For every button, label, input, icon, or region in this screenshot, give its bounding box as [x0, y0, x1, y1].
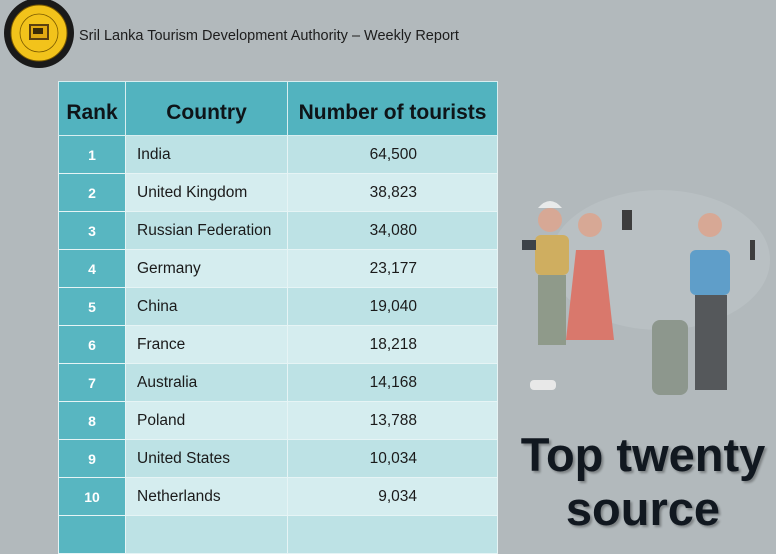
tourists-cell: 9,034: [287, 477, 498, 516]
table-row: 4 Germany 23,177: [58, 249, 498, 288]
rank-cell: 10: [58, 477, 126, 516]
tourists-cell: 10,034: [287, 439, 498, 478]
rank-cell: 1: [58, 135, 126, 174]
country-cell: India: [125, 135, 288, 174]
rank-cell: 5: [58, 287, 126, 326]
table-row: [58, 515, 498, 554]
column-header-rank: Rank: [58, 81, 126, 136]
rank-cell: 4: [58, 249, 126, 288]
top-source-countries-table: Rank Country Number of tourists 1 India 64…: [58, 81, 498, 554]
column-header-tourists: Number of tourists: [287, 81, 498, 136]
tourists-cell: 38,823: [287, 173, 498, 212]
rank-cell: 2: [58, 173, 126, 212]
table-row: 9 United States 10,034: [58, 439, 498, 478]
table-row: 1 India 64,500: [58, 135, 498, 174]
travelers-illustration: [522, 190, 770, 395]
table-row: 10 Netherlands 9,034: [58, 477, 498, 516]
rank-cell: 3: [58, 211, 126, 250]
headline-line-2: source: [565, 482, 721, 535]
tourists-cell: 64,500: [287, 135, 498, 174]
column-header-country: Country: [125, 81, 288, 136]
country-cell: United States: [125, 439, 288, 478]
tourists-cell: 23,177: [287, 249, 498, 288]
rank-cell: 6: [58, 325, 126, 364]
sltda-logo: [4, 0, 74, 68]
country-cell: Australia: [125, 363, 288, 402]
table-row: 3 Russian Federation 34,080: [58, 211, 498, 250]
tourists-cell: 18,218: [287, 325, 498, 364]
headline-line-1: Top twenty: [520, 428, 766, 481]
tourists-cell: 13,788: [287, 401, 498, 440]
tourists-cell: 19,040: [287, 287, 498, 326]
country-cell: France: [125, 325, 288, 364]
report-title: Sril Lanka Tourism Development Authority…: [79, 28, 459, 44]
country-cell: Netherlands: [125, 477, 288, 516]
table-header-row: Rank Country Number of tourists: [58, 81, 498, 136]
table-row: 5 China 19,040: [58, 287, 498, 326]
rank-cell: 8: [58, 401, 126, 440]
tourists-cell: [287, 515, 498, 554]
rank-cell: 9: [58, 439, 126, 478]
table-row: 2 United Kingdom 38,823: [58, 173, 498, 212]
country-cell: United Kingdom: [125, 173, 288, 212]
tourists-cell: 14,168: [287, 363, 498, 402]
country-cell: Russian Federation: [125, 211, 288, 250]
table-row: 7 Australia 14,168: [58, 363, 498, 402]
tourists-cell: 34,080: [287, 211, 498, 250]
country-cell: [125, 515, 288, 554]
rank-cell: [58, 515, 126, 554]
table-row: 6 France 18,218: [58, 325, 498, 364]
country-cell: China: [125, 287, 288, 326]
rank-cell: 7: [58, 363, 126, 402]
country-cell: Poland: [125, 401, 288, 440]
table-row: 8 Poland 13,788: [58, 401, 498, 440]
country-cell: Germany: [125, 249, 288, 288]
